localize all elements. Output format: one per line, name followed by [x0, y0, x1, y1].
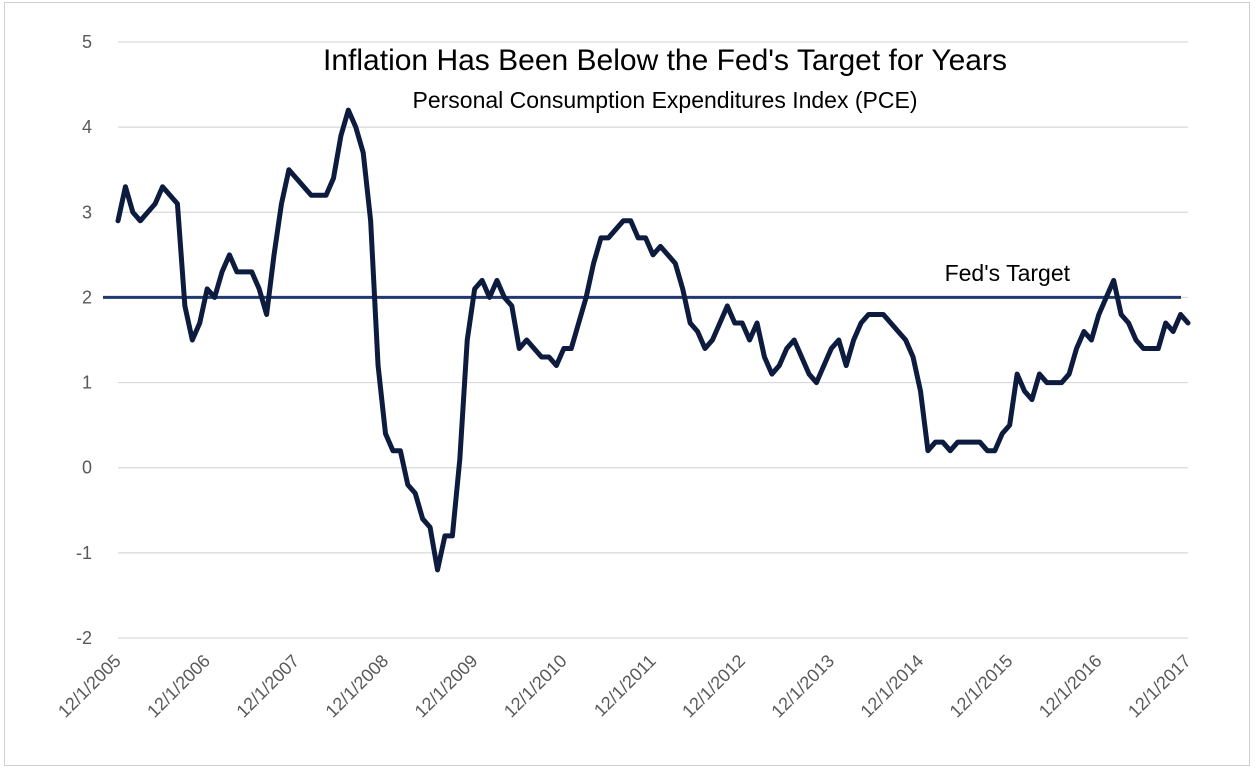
x-tick-label: 12/1/2012: [678, 651, 749, 722]
y-tick-label: 2: [82, 287, 92, 307]
x-tick-label: 12/1/2011: [590, 651, 660, 721]
y-tick-label: 4: [82, 117, 92, 137]
x-tick-label: 12/1/2010: [500, 651, 571, 722]
x-tick-label: 12/1/2017: [1124, 651, 1195, 722]
series-line-pce: [115, 107, 1191, 573]
x-tick-label: 12/1/2013: [767, 651, 838, 722]
grid-lines: [118, 41, 1188, 639]
chart-subtitle: Personal Consumption Expenditures Index …: [413, 87, 918, 113]
x-tick-label: 12/1/2014: [857, 651, 928, 722]
x-tick-label: 12/1/2015: [946, 651, 1017, 722]
x-tick-label: 12/1/2005: [54, 651, 125, 722]
fed-target-label: Fed's Target: [945, 260, 1071, 286]
series-group: [115, 107, 1191, 573]
y-tick-label: 5: [82, 32, 92, 52]
x-tick-label: 12/1/2007: [232, 651, 303, 722]
y-tick-label: 0: [82, 458, 92, 478]
y-tick-label: -1: [76, 543, 92, 563]
x-axis-ticks: 12/1/2005 12/1/2006 12/1/2007 12/1/2008 12/1…: [54, 651, 1195, 722]
x-tick-label: 12/1/2016: [1035, 651, 1106, 722]
y-axis-ticks: 5 4 3 2 1 0 -1 -2: [76, 32, 92, 648]
x-tick-label: 12/1/2008: [322, 651, 393, 722]
y-tick-label: 1: [82, 373, 92, 393]
y-tick-label: 3: [82, 202, 92, 222]
chart-frame: [4, 2, 1250, 766]
x-tick-label: 12/1/2009: [411, 651, 482, 722]
x-tick-label: 12/1/2006: [143, 651, 214, 722]
y-tick-label: -2: [76, 628, 92, 648]
chart-title: Inflation Has Been Below the Fed's Targe…: [323, 44, 1007, 77]
